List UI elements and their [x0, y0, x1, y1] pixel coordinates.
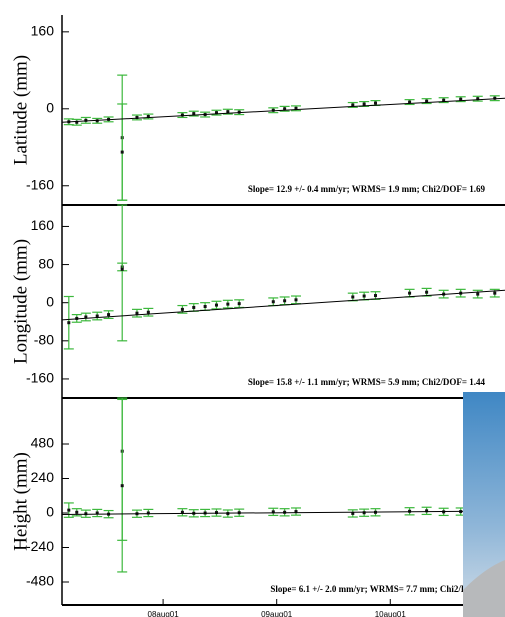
fit-annotation: Slope= 12.9 +/- 0.4 mm/yr; WRMS= 1.9 mm;… [248, 184, 486, 194]
data-point [180, 510, 184, 514]
y-tick-label: 480 [31, 435, 55, 451]
data-point [294, 510, 298, 514]
fit-annotation: Slope= 6.1 +/- 2.0 mm/yr; WRMS= 7.7 mm; … [270, 584, 485, 594]
y-tick-label: -160 [26, 176, 54, 192]
data-point [283, 107, 287, 111]
data-point [84, 118, 88, 122]
y-axis-label: Latitude (mm) [10, 55, 31, 165]
data-point [120, 267, 124, 271]
photo-overlay [463, 392, 505, 617]
data-point [271, 510, 275, 514]
data-point [271, 300, 275, 304]
data-point [374, 101, 378, 105]
data-point [192, 112, 196, 116]
data-point [425, 99, 429, 103]
fit-annotation: Slope= 15.8 +/- 1.1 mm/yr; WRMS= 5.9 mm;… [248, 377, 486, 387]
error-bar [117, 204, 128, 342]
data-point [237, 302, 241, 306]
data-point [135, 115, 139, 119]
data-point [493, 291, 497, 295]
data-point [425, 290, 429, 294]
x-tick-label: 10aug01 [375, 610, 407, 617]
data-point [214, 111, 218, 115]
data-point [294, 106, 298, 110]
y-tick-label: -160 [26, 370, 54, 386]
data-point [362, 294, 366, 298]
data-point [283, 299, 287, 303]
data-point [135, 311, 139, 315]
data-point [493, 96, 497, 100]
y-tick-label: -480 [26, 573, 54, 589]
data-point [203, 305, 207, 309]
data-point [374, 294, 378, 298]
y-tick-label: -240 [26, 538, 54, 554]
y-tick-label: 0 [46, 504, 54, 520]
data-point [192, 305, 196, 309]
data-point [476, 97, 480, 101]
trend-line [61, 289, 505, 321]
data-point [67, 321, 71, 325]
y-tick-label: 160 [31, 23, 55, 39]
data-point [75, 120, 79, 124]
data-point [351, 511, 355, 515]
data-point [459, 97, 463, 101]
data-point [214, 511, 218, 515]
data-point [294, 298, 298, 302]
y-tick-label: -80 [34, 332, 54, 348]
y-axis-label: Height (mm) [10, 452, 31, 551]
data-point [146, 511, 150, 515]
y-tick-label: 160 [31, 217, 55, 233]
data-point [226, 302, 230, 306]
data-point [120, 150, 124, 154]
data-point [146, 114, 150, 118]
trend-line [61, 97, 505, 123]
data-point [362, 102, 366, 106]
data-point [226, 110, 230, 114]
data-point [271, 108, 275, 112]
y-axis-label: Longitude (mm) [10, 239, 31, 364]
data-point [425, 509, 429, 513]
data-point [214, 303, 218, 307]
data-point [362, 511, 366, 515]
y-tick-label: 240 [31, 469, 55, 485]
data-point [95, 314, 99, 318]
trend-line [61, 510, 505, 515]
data-point [120, 484, 124, 488]
data-point [75, 510, 79, 514]
y-tick-label: 0 [46, 100, 54, 116]
data-point [180, 307, 184, 311]
data-point [476, 292, 480, 296]
y-tick-label: 0 [46, 293, 54, 309]
data-point [84, 512, 88, 516]
y-tick-label: 80 [38, 255, 54, 271]
data-point [95, 511, 99, 515]
data-point [180, 113, 184, 117]
x-tick-label: 08aug01 [148, 610, 180, 617]
data-point [351, 295, 355, 299]
data-point [442, 98, 446, 102]
data-point [351, 103, 355, 107]
data-point [84, 315, 88, 319]
data-point [107, 313, 111, 317]
data-point [408, 100, 412, 104]
x-tick-label: 09aug01 [261, 610, 293, 617]
data-point [67, 508, 71, 512]
data-point [146, 310, 150, 314]
data-point [408, 291, 412, 295]
